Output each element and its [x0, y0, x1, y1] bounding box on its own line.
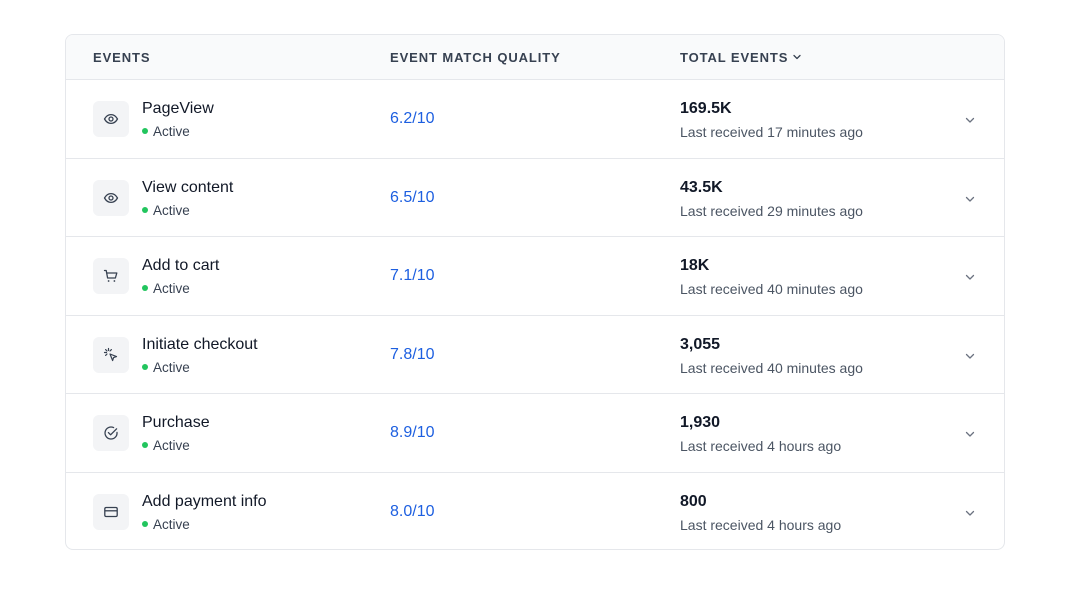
active-dot-icon	[142, 363, 148, 370]
total-events-count: 800	[680, 492, 707, 510]
table-row[interactable]: Add to cart Active 7.1/10 18K Last received …	[66, 237, 1004, 316]
status-badge: Active	[142, 124, 190, 139]
expand-chevron-down-icon[interactable]	[964, 427, 976, 439]
events-column-header: EVENTS	[93, 50, 151, 65]
last-received-text: Last received 17 minutes ago	[680, 124, 863, 140]
event-name: Initiate checkout	[142, 335, 258, 353]
credit-card-icon	[93, 493, 129, 530]
total-events-count: 43.5K	[680, 178, 723, 196]
total-events-sort-header[interactable]: TOTAL EVENTS	[680, 35, 802, 80]
event-name: Add to cart	[142, 257, 220, 274]
event-name: View content	[142, 178, 234, 196]
table-header: EVENTS EVENT MATCH QUALITY TOTAL EVENTS	[66, 35, 1004, 80]
status-label: Active	[153, 438, 190, 453]
active-dot-icon	[142, 442, 148, 449]
eye-icon	[93, 101, 129, 137]
status-label: Active	[153, 124, 190, 139]
last-received-text: Last received 29 minutes ago	[680, 202, 863, 219]
expand-chevron-down-icon[interactable]	[964, 270, 976, 282]
event-match-quality-link[interactable]: 6.2/10	[390, 110, 435, 127]
last-received-text: Last received 40 minutes ago	[680, 359, 863, 376]
status-badge: Active	[142, 438, 190, 453]
cart-icon	[93, 258, 129, 294]
event-name: PageView	[142, 100, 214, 117]
total-events-count: 169.5K	[680, 100, 732, 117]
status-badge: Active	[142, 281, 190, 296]
event-match-quality-column-header: EVENT MATCH QUALITY	[390, 50, 561, 65]
status-label: Active	[153, 202, 190, 218]
total-events-count: 18K	[680, 257, 710, 274]
expand-chevron-down-icon[interactable]	[964, 506, 976, 518]
status-label: Active	[153, 359, 190, 375]
events-table: EVENTS EVENT MATCH QUALITY TOTAL EVENTS …	[65, 34, 1005, 550]
cursor-click-icon	[93, 336, 129, 373]
event-match-quality-link[interactable]: 8.9/10	[390, 424, 435, 441]
expand-chevron-down-icon[interactable]	[964, 349, 976, 361]
active-dot-icon	[142, 520, 148, 527]
total-events-count: 3,055	[680, 335, 721, 353]
status-label: Active	[153, 516, 190, 532]
expand-chevron-down-icon[interactable]	[964, 192, 976, 204]
last-received-text: Last received 4 hours ago	[680, 516, 842, 533]
event-match-quality-link[interactable]: 7.8/10	[390, 345, 435, 363]
table-row[interactable]: Initiate checkout Active 7.8/10 3,055 Last r…	[66, 316, 1004, 394]
expand-chevron-down-icon[interactable]	[964, 113, 976, 125]
table-row[interactable]: View content Active 6.5/10 43.5K Last receiv…	[66, 159, 1004, 237]
last-received-text: Last received 4 hours ago	[680, 438, 842, 454]
last-received-text: Last received 40 minutes ago	[680, 281, 863, 297]
active-dot-icon	[142, 206, 148, 213]
check-circle-icon	[93, 415, 129, 451]
status-badge: Active	[142, 360, 190, 375]
status-badge: Active	[142, 517, 190, 532]
table-row[interactable]: Purchase Active 8.9/10 1,930 Last received 4…	[66, 394, 1004, 473]
eye-icon	[93, 179, 129, 216]
total-events-count: 1,930	[680, 414, 721, 431]
event-name: Purchase	[142, 414, 210, 431]
event-match-quality-link[interactable]: 6.5/10	[390, 188, 435, 206]
active-dot-icon	[142, 285, 148, 292]
status-badge: Active	[142, 203, 190, 218]
status-label: Active	[153, 281, 190, 296]
event-match-quality-link[interactable]: 8.0/10	[390, 502, 435, 520]
event-name: Add payment info	[142, 492, 267, 510]
active-dot-icon	[142, 128, 148, 135]
table-body: PageView Active 6.2/10 169.5K Last received …	[66, 80, 1004, 550]
event-match-quality-link[interactable]: 7.1/10	[390, 267, 435, 284]
chevron-down-icon	[793, 54, 801, 60]
table-row[interactable]: Add payment info Active 8.0/10 800 Last rece…	[66, 473, 1004, 550]
table-row[interactable]: PageView Active 6.2/10 169.5K Last received …	[66, 80, 1004, 159]
total-events-header-label: TOTAL EVENTS	[680, 50, 789, 65]
